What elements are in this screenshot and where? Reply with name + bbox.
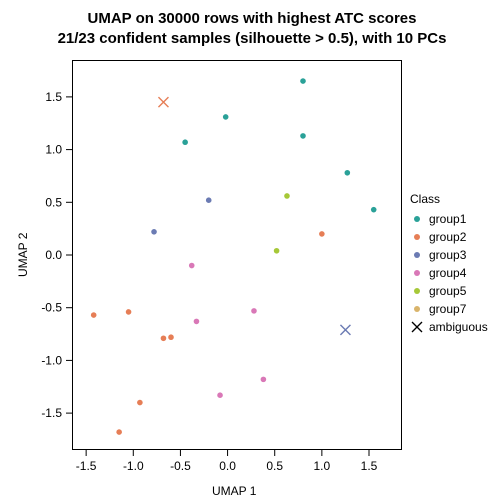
legend-label-group4: group4 [429,266,466,280]
legend-item-group5: group5 [410,282,488,300]
legend-swatch-group1 [410,212,424,226]
legend-item-group3: group3 [410,246,488,264]
legend: Class group1group2group3group4group5grou… [410,192,488,336]
legend-item-ambiguous: ambiguous [410,318,488,336]
legend-swatch-group3 [410,248,424,262]
legend-label-group5: group5 [429,284,466,298]
legend-label-group7: group7 [429,302,466,316]
legend-label-ambiguous: ambiguous [429,320,488,334]
legend-swatch-group5 [410,284,424,298]
legend-swatch-group7 [410,302,424,316]
legend-swatch-group2 [410,230,424,244]
legend-item-group4: group4 [410,264,488,282]
legend-label-group1: group1 [429,212,466,226]
umap-scatter-chart: UMAP on 30000 rows with highest ATC scor… [0,0,504,504]
legend-item-group1: group1 [410,210,488,228]
legend-label-group3: group3 [429,248,466,262]
legend-item-group2: group2 [410,228,488,246]
legend-label-group2: group2 [429,230,466,244]
legend-swatch-ambiguous [410,320,424,334]
legend-title: Class [410,192,488,206]
legend-swatch-group4 [410,266,424,280]
legend-items: group1 group2 group3 group4 group5 group7 ambi… [410,210,488,336]
legend-item-group7: group7 [410,300,488,318]
